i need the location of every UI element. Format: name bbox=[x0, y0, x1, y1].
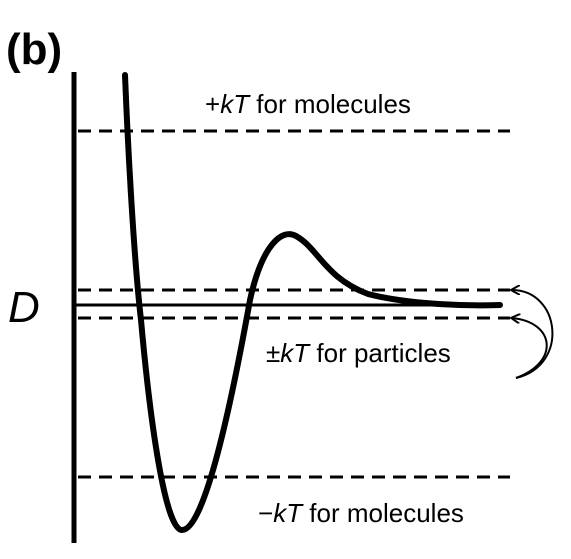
particles-range-arrow-lower bbox=[512, 318, 548, 379]
minus-kt-molecules-suffix: for molecules bbox=[302, 498, 464, 528]
potential-curve bbox=[122, 72, 503, 533]
pm-kt-particles-kt: kT bbox=[280, 338, 311, 368]
plus-kt-molecules-kt: kT bbox=[220, 89, 251, 119]
plus-kt-molecules-suffix: for molecules bbox=[249, 89, 411, 119]
plus-kt-molecules-label: +kT for molecules bbox=[205, 89, 411, 119]
depth-symbol-label: D bbox=[8, 283, 40, 332]
pm-kt-particles-suffix: for particles bbox=[309, 338, 451, 368]
minus-kt-molecules-prefix: − bbox=[258, 498, 273, 528]
minus-kt-molecules-label: −kT for molecules bbox=[258, 498, 464, 528]
minus-kt-molecules-kt: kT bbox=[273, 498, 304, 528]
panel-label: (b) bbox=[6, 25, 62, 74]
pm-kt-particles-prefix: ± bbox=[266, 338, 280, 368]
particles-range-arrow-upper bbox=[512, 290, 554, 379]
plus-kt-molecules-prefix: + bbox=[205, 89, 220, 119]
pm-kt-particles-label: ±kT for particles bbox=[266, 338, 451, 368]
